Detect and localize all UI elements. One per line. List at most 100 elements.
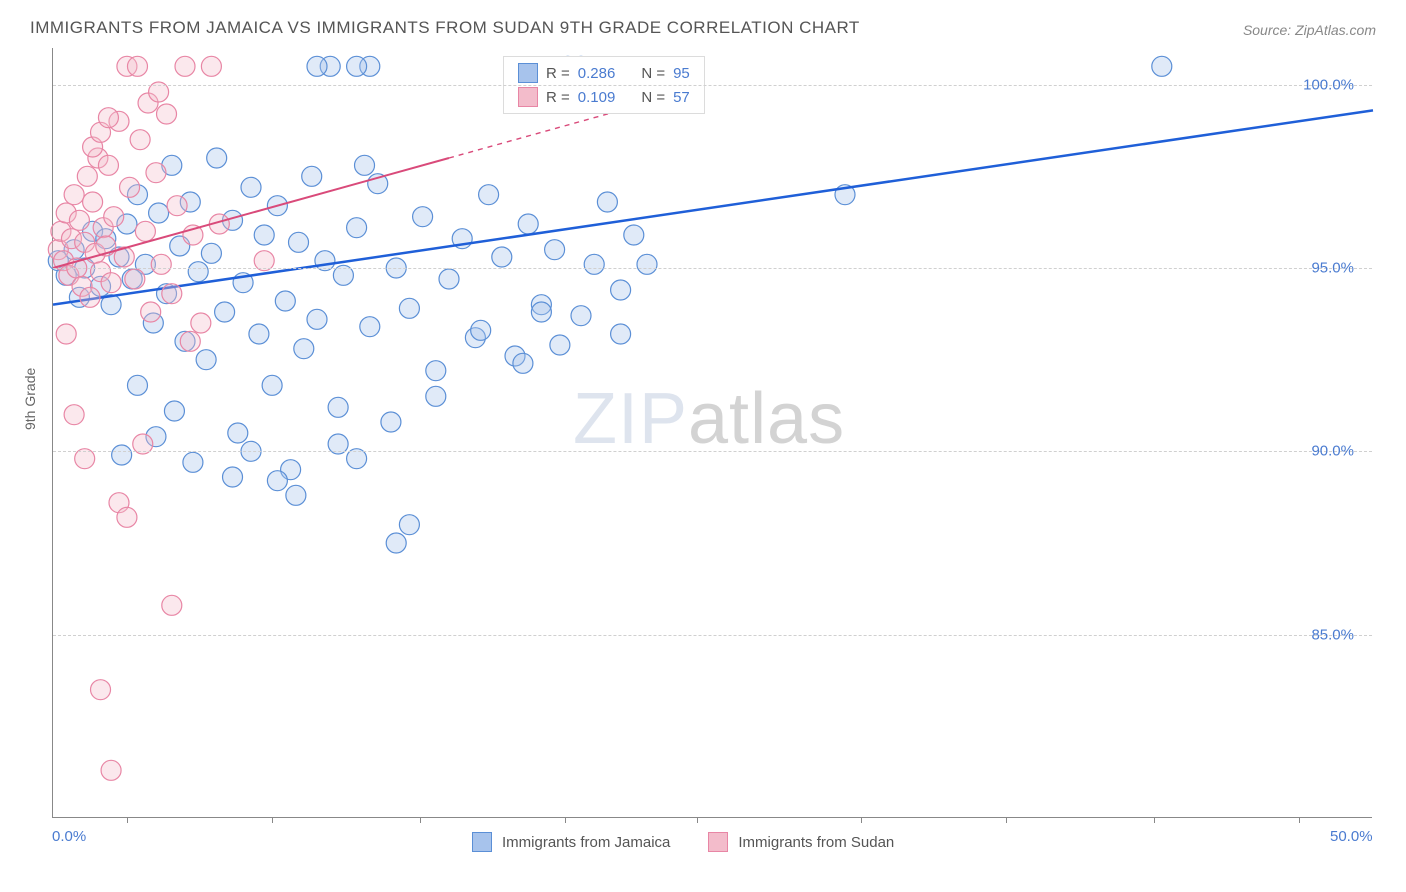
gridline-h bbox=[53, 451, 1372, 452]
scatter-point bbox=[196, 350, 216, 370]
y-axis-label: 9th Grade bbox=[22, 368, 38, 430]
scatter-point bbox=[611, 324, 631, 344]
legend-r-value: 0.286 bbox=[578, 65, 616, 82]
scatter-point bbox=[439, 269, 459, 289]
scatter-point bbox=[215, 302, 235, 322]
scatter-point bbox=[597, 192, 617, 212]
scatter-point bbox=[149, 203, 169, 223]
scatter-point bbox=[275, 291, 295, 311]
scatter-point bbox=[302, 166, 322, 186]
scatter-point bbox=[101, 760, 121, 780]
scatter-point bbox=[64, 405, 84, 425]
scatter-point bbox=[64, 185, 84, 205]
scatter-point bbox=[471, 320, 491, 340]
legend-swatch bbox=[518, 63, 538, 83]
chart-title: IMMIGRANTS FROM JAMAICA VS IMMIGRANTS FR… bbox=[30, 18, 860, 38]
x-tick bbox=[697, 817, 698, 823]
legend-swatch bbox=[472, 832, 492, 852]
x-tick bbox=[1299, 817, 1300, 823]
legend-stats-row: R =0.109N =57 bbox=[518, 87, 690, 107]
y-tick-label: 100.0% bbox=[1303, 76, 1354, 93]
x-tick bbox=[861, 817, 862, 823]
scatter-point bbox=[223, 467, 243, 487]
x-tick bbox=[420, 817, 421, 823]
scatter-point bbox=[294, 339, 314, 359]
scatter-point bbox=[69, 210, 89, 230]
scatter-point bbox=[101, 273, 121, 293]
legend-n-label: N = bbox=[641, 89, 665, 106]
scatter-point bbox=[188, 262, 208, 282]
scatter-point bbox=[91, 680, 111, 700]
scatter-point bbox=[286, 485, 306, 505]
y-tick-label: 95.0% bbox=[1311, 260, 1354, 277]
legend-swatch bbox=[708, 832, 728, 852]
scatter-point bbox=[104, 207, 124, 227]
scatter-point bbox=[130, 130, 150, 150]
scatter-point bbox=[162, 595, 182, 615]
legend-r-value: 0.109 bbox=[578, 89, 616, 106]
scatter-point bbox=[146, 163, 166, 183]
scatter-point bbox=[479, 185, 499, 205]
scatter-point bbox=[328, 397, 348, 417]
scatter-point bbox=[125, 269, 145, 289]
legend-bottom: Immigrants from Jamaica Immigrants from S… bbox=[472, 832, 922, 852]
legend-r-label: R = bbox=[546, 65, 570, 82]
scatter-svg bbox=[53, 48, 1372, 817]
trend-line bbox=[53, 110, 1373, 304]
scatter-point bbox=[584, 254, 604, 274]
scatter-point bbox=[127, 56, 147, 76]
scatter-point bbox=[1152, 56, 1172, 76]
scatter-point bbox=[492, 247, 512, 267]
legend-n-value: 57 bbox=[673, 89, 690, 106]
scatter-point bbox=[426, 361, 446, 381]
scatter-point bbox=[531, 302, 551, 322]
scatter-point bbox=[399, 515, 419, 535]
scatter-point bbox=[254, 225, 274, 245]
legend-series-label: Immigrants from Sudan bbox=[738, 834, 894, 851]
scatter-point bbox=[545, 240, 565, 260]
scatter-point bbox=[98, 155, 118, 175]
scatter-point bbox=[157, 104, 177, 124]
scatter-point bbox=[151, 254, 171, 274]
scatter-point bbox=[413, 207, 433, 227]
scatter-point bbox=[80, 287, 100, 307]
legend-n-label: N = bbox=[641, 65, 665, 82]
gridline-h bbox=[53, 268, 1372, 269]
scatter-point bbox=[201, 243, 221, 263]
legend-stats-row: R =0.286N =95 bbox=[518, 63, 690, 83]
scatter-point bbox=[307, 309, 327, 329]
scatter-point bbox=[267, 471, 287, 491]
scatter-point bbox=[167, 196, 187, 216]
scatter-point bbox=[164, 401, 184, 421]
x-tick-label: 0.0% bbox=[52, 828, 86, 845]
scatter-point bbox=[141, 302, 161, 322]
gridline-h bbox=[53, 85, 1372, 86]
x-tick bbox=[1154, 817, 1155, 823]
legend-series-label: Immigrants from Jamaica bbox=[502, 834, 670, 851]
plot-area: ZIPatlas R =0.286N =95R =0.109N =57 85.0… bbox=[52, 48, 1372, 818]
x-tick bbox=[1006, 817, 1007, 823]
scatter-point bbox=[513, 353, 533, 373]
scatter-point bbox=[611, 280, 631, 300]
scatter-point bbox=[207, 148, 227, 168]
scatter-point bbox=[120, 177, 140, 197]
scatter-point bbox=[249, 324, 269, 344]
scatter-point bbox=[175, 56, 195, 76]
scatter-point bbox=[262, 375, 282, 395]
x-tick bbox=[272, 817, 273, 823]
scatter-point bbox=[360, 317, 380, 337]
scatter-point bbox=[228, 423, 248, 443]
scatter-point bbox=[56, 324, 76, 344]
scatter-point bbox=[241, 177, 261, 197]
scatter-point bbox=[550, 335, 570, 355]
scatter-point bbox=[289, 232, 309, 252]
source-label: Source: ZipAtlas.com bbox=[1243, 22, 1376, 38]
scatter-point bbox=[201, 56, 221, 76]
legend-swatch bbox=[518, 87, 538, 107]
scatter-point bbox=[83, 192, 103, 212]
scatter-point bbox=[180, 331, 200, 351]
x-tick-label: 50.0% bbox=[1330, 828, 1373, 845]
scatter-point bbox=[98, 108, 118, 128]
x-tick bbox=[565, 817, 566, 823]
y-tick-label: 85.0% bbox=[1311, 626, 1354, 643]
